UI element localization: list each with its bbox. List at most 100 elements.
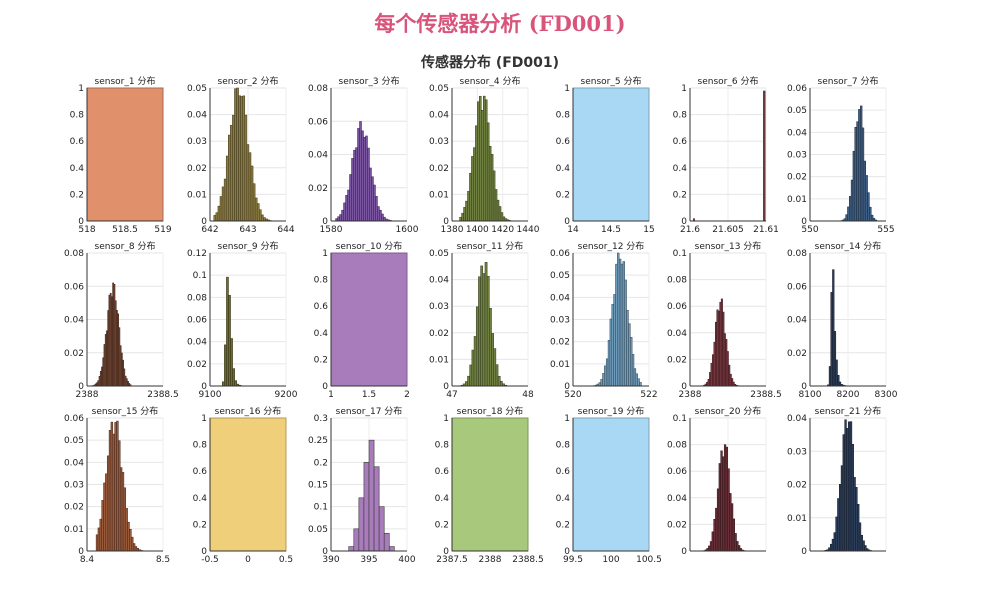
y-tick-label: 0.01 <box>429 355 449 365</box>
histogram-bar <box>373 184 376 222</box>
histogram-bar <box>238 95 241 222</box>
histogram-bar <box>495 364 499 387</box>
histogram-bar <box>127 521 130 552</box>
histogram-bar <box>232 114 235 222</box>
y-tick-label: 0.06 <box>667 302 687 312</box>
histogram-bar <box>118 440 121 552</box>
histogram-bar <box>261 214 264 222</box>
histogram-bar <box>129 528 132 552</box>
x-tick-label: 1.5 <box>362 390 376 400</box>
histogram-bar <box>628 323 631 387</box>
histogram-bar <box>833 331 837 387</box>
histogram-bar <box>451 417 529 552</box>
y-tick-label: 0 <box>801 382 807 392</box>
y-tick-label: 0 <box>78 382 84 392</box>
x-tick-label: 2388 <box>679 390 702 400</box>
histogram-bar <box>225 155 229 222</box>
histogram-bar <box>635 373 638 387</box>
y-tick-label: 0.01 <box>787 195 807 205</box>
histogram-bar <box>848 421 851 552</box>
y-tick-label: 0.02 <box>429 329 449 339</box>
histogram-bar <box>351 158 354 222</box>
x-tick-label: 9100 <box>199 390 222 400</box>
histogram-bar <box>232 368 235 387</box>
histogram-bar <box>849 421 853 552</box>
histogram-bar <box>609 318 613 387</box>
y-tick-label: 0.2 <box>556 190 570 200</box>
y-tick-label: 0.02 <box>667 520 687 530</box>
histogram-bar <box>95 534 99 552</box>
histogram-bar <box>600 379 603 387</box>
y-tick-label: 1 <box>564 84 570 94</box>
histogram-bar <box>729 493 732 552</box>
histogram-bar <box>711 531 714 552</box>
histogram-bar <box>248 152 252 222</box>
histogram-bar <box>469 364 473 387</box>
histogram-bar <box>224 344 227 387</box>
y-tick-label: 0.04 <box>429 111 449 121</box>
subplot-title: sensor_21 分布 <box>815 405 882 417</box>
y-tick-label: 0.02 <box>787 173 807 183</box>
x-tick-label: 47 <box>446 390 457 400</box>
y-tick-label: 1 <box>201 414 207 424</box>
histogram-bar <box>637 378 640 387</box>
histogram-bar <box>631 354 635 387</box>
y-tick-label: 0.01 <box>550 360 570 370</box>
histogram-bar <box>371 176 374 222</box>
y-tick-label: 0.02 <box>787 481 807 491</box>
histogram-bar <box>494 189 498 222</box>
subplot-title: sensor_17 分布 <box>336 405 403 417</box>
x-tick-label: 8100 <box>799 390 822 400</box>
y-tick-label: 0.8 <box>673 111 688 121</box>
x-tick-label: 8200 <box>837 390 860 400</box>
histogram-bar <box>486 122 490 222</box>
histogram-bar <box>254 197 258 222</box>
y-tick-label: 0.12 <box>187 249 207 259</box>
y-tick-label: 0.02 <box>667 355 687 365</box>
y-tick-label: 0.02 <box>787 349 807 359</box>
y-tick-label: 0.08 <box>308 84 328 94</box>
x-tick-label: 100.5 <box>636 555 662 565</box>
subplot-title: sensor_5 分布 <box>581 75 642 87</box>
y-tick-label: 0.05 <box>550 271 570 281</box>
histogram-bar <box>119 467 123 552</box>
histogram-bar <box>330 252 408 387</box>
y-tick-label: 0.15 <box>308 481 328 491</box>
histogram-bar <box>347 189 350 222</box>
histogram-bar <box>353 149 356 222</box>
histogram-bar <box>471 156 474 222</box>
subplot-title: sensor_14 分布 <box>815 240 882 252</box>
x-tick-label: 1 <box>328 390 334 400</box>
histogram-bar <box>852 150 856 222</box>
histogram-bar <box>618 258 622 387</box>
histogram-bar <box>833 532 836 552</box>
x-tick-label: 642 <box>201 225 218 235</box>
histogram-bar <box>343 202 346 222</box>
y-tick-label: 0.8 <box>556 111 571 121</box>
y-tick-label: 0.02 <box>187 164 207 174</box>
x-tick-label: 1600 <box>396 225 419 235</box>
sensor-chart-8: sensor_8 分布 0 0.02 0.04 0.06 0.08 2388 2388.5 <box>64 240 179 400</box>
histogram-bar <box>475 125 478 222</box>
y-tick-label: 0.04 <box>429 276 449 286</box>
y-tick-label: 0.04 <box>667 329 687 339</box>
histogram-bar <box>463 207 466 222</box>
y-tick-label: 0.3 <box>314 414 328 424</box>
histogram-bar <box>849 196 852 222</box>
y-tick-label: 0.2 <box>556 520 570 530</box>
sensor-chart-12: sensor_12 分布 0 0.01 0.02 0.03 0.04 0.05 0.06 520… <box>550 240 658 400</box>
histogram-bar <box>383 532 390 552</box>
sensor-chart-20: sensor_20 分布 0 0.02 0.04 0.06 0.08 0.1 <box>667 405 767 557</box>
y-tick-label: 0.06 <box>787 282 807 292</box>
histogram-bar <box>378 506 385 552</box>
y-tick-label: 0 <box>443 382 449 392</box>
histogram-bar <box>116 420 119 552</box>
y-tick-label: 0.03 <box>429 137 449 147</box>
histogram-bar <box>105 473 108 552</box>
histogram-bar <box>869 206 872 222</box>
histogram-bar <box>856 121 859 222</box>
y-tick-label: 0 <box>322 217 328 227</box>
sensor-chart-18: sensor_18 分布 0 0.2 0.4 0.6 0.8 1 2387.5 2388 2388… <box>435 405 544 565</box>
histogram-bar <box>858 109 861 222</box>
